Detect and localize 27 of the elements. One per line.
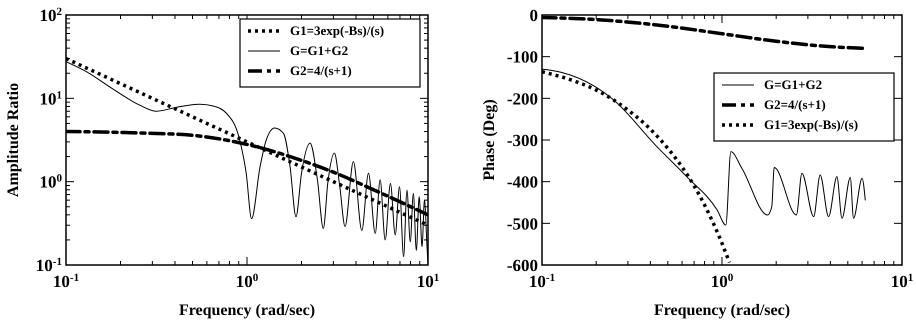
- y-axis-title: Amplitude Ratio: [5, 82, 22, 198]
- x-tick-label: 10$^{-1}$: [52, 272, 80, 291]
- y-tick-label: -400: [506, 172, 538, 192]
- x-tick-label: 10$^{0}$: [236, 272, 259, 291]
- y-tick-label: -500: [506, 214, 538, 234]
- x-axis-title: Frequency (rad/sec): [654, 302, 790, 319]
- y-tick-label: 10$^{2}$: [39, 6, 62, 25]
- legend-label: G2=4/(s+1): [764, 97, 826, 112]
- x-tick-label: 10$^{-1}$: [528, 272, 556, 291]
- legend-label: G2=4/(s+1): [290, 63, 352, 78]
- x-tick-label: 10$^{0}$: [710, 272, 734, 291]
- x-tick-label: 10$^{1}$: [890, 272, 914, 291]
- y-axis-title: Phase (Deg): [481, 99, 498, 181]
- y-tick-label: -200: [506, 89, 538, 108]
- y-tick-label: -300: [506, 131, 538, 150]
- legend-label: G=G1+G2: [290, 43, 348, 58]
- y-tick-label: 0: [530, 6, 538, 25]
- y-tick-label: -100: [506, 48, 538, 67]
- y-tick-label: 10$^{1}$: [39, 89, 62, 108]
- y-tick-label: 10$^{-1}$: [36, 256, 62, 275]
- x-axis-title: Frequency (rad/sec): [178, 302, 316, 319]
- legend-label: G1=3exp(-Bs)/(s): [764, 117, 858, 132]
- x-tick-label: 10$^{1}$: [416, 272, 440, 291]
- legend-label: G=G1+G2: [764, 77, 822, 92]
- legend-label: G1=3exp(-Bs)/(s): [290, 23, 384, 38]
- y-tick-label: -600: [506, 256, 538, 275]
- y-tick-label: 10$^{0}$: [39, 172, 62, 192]
